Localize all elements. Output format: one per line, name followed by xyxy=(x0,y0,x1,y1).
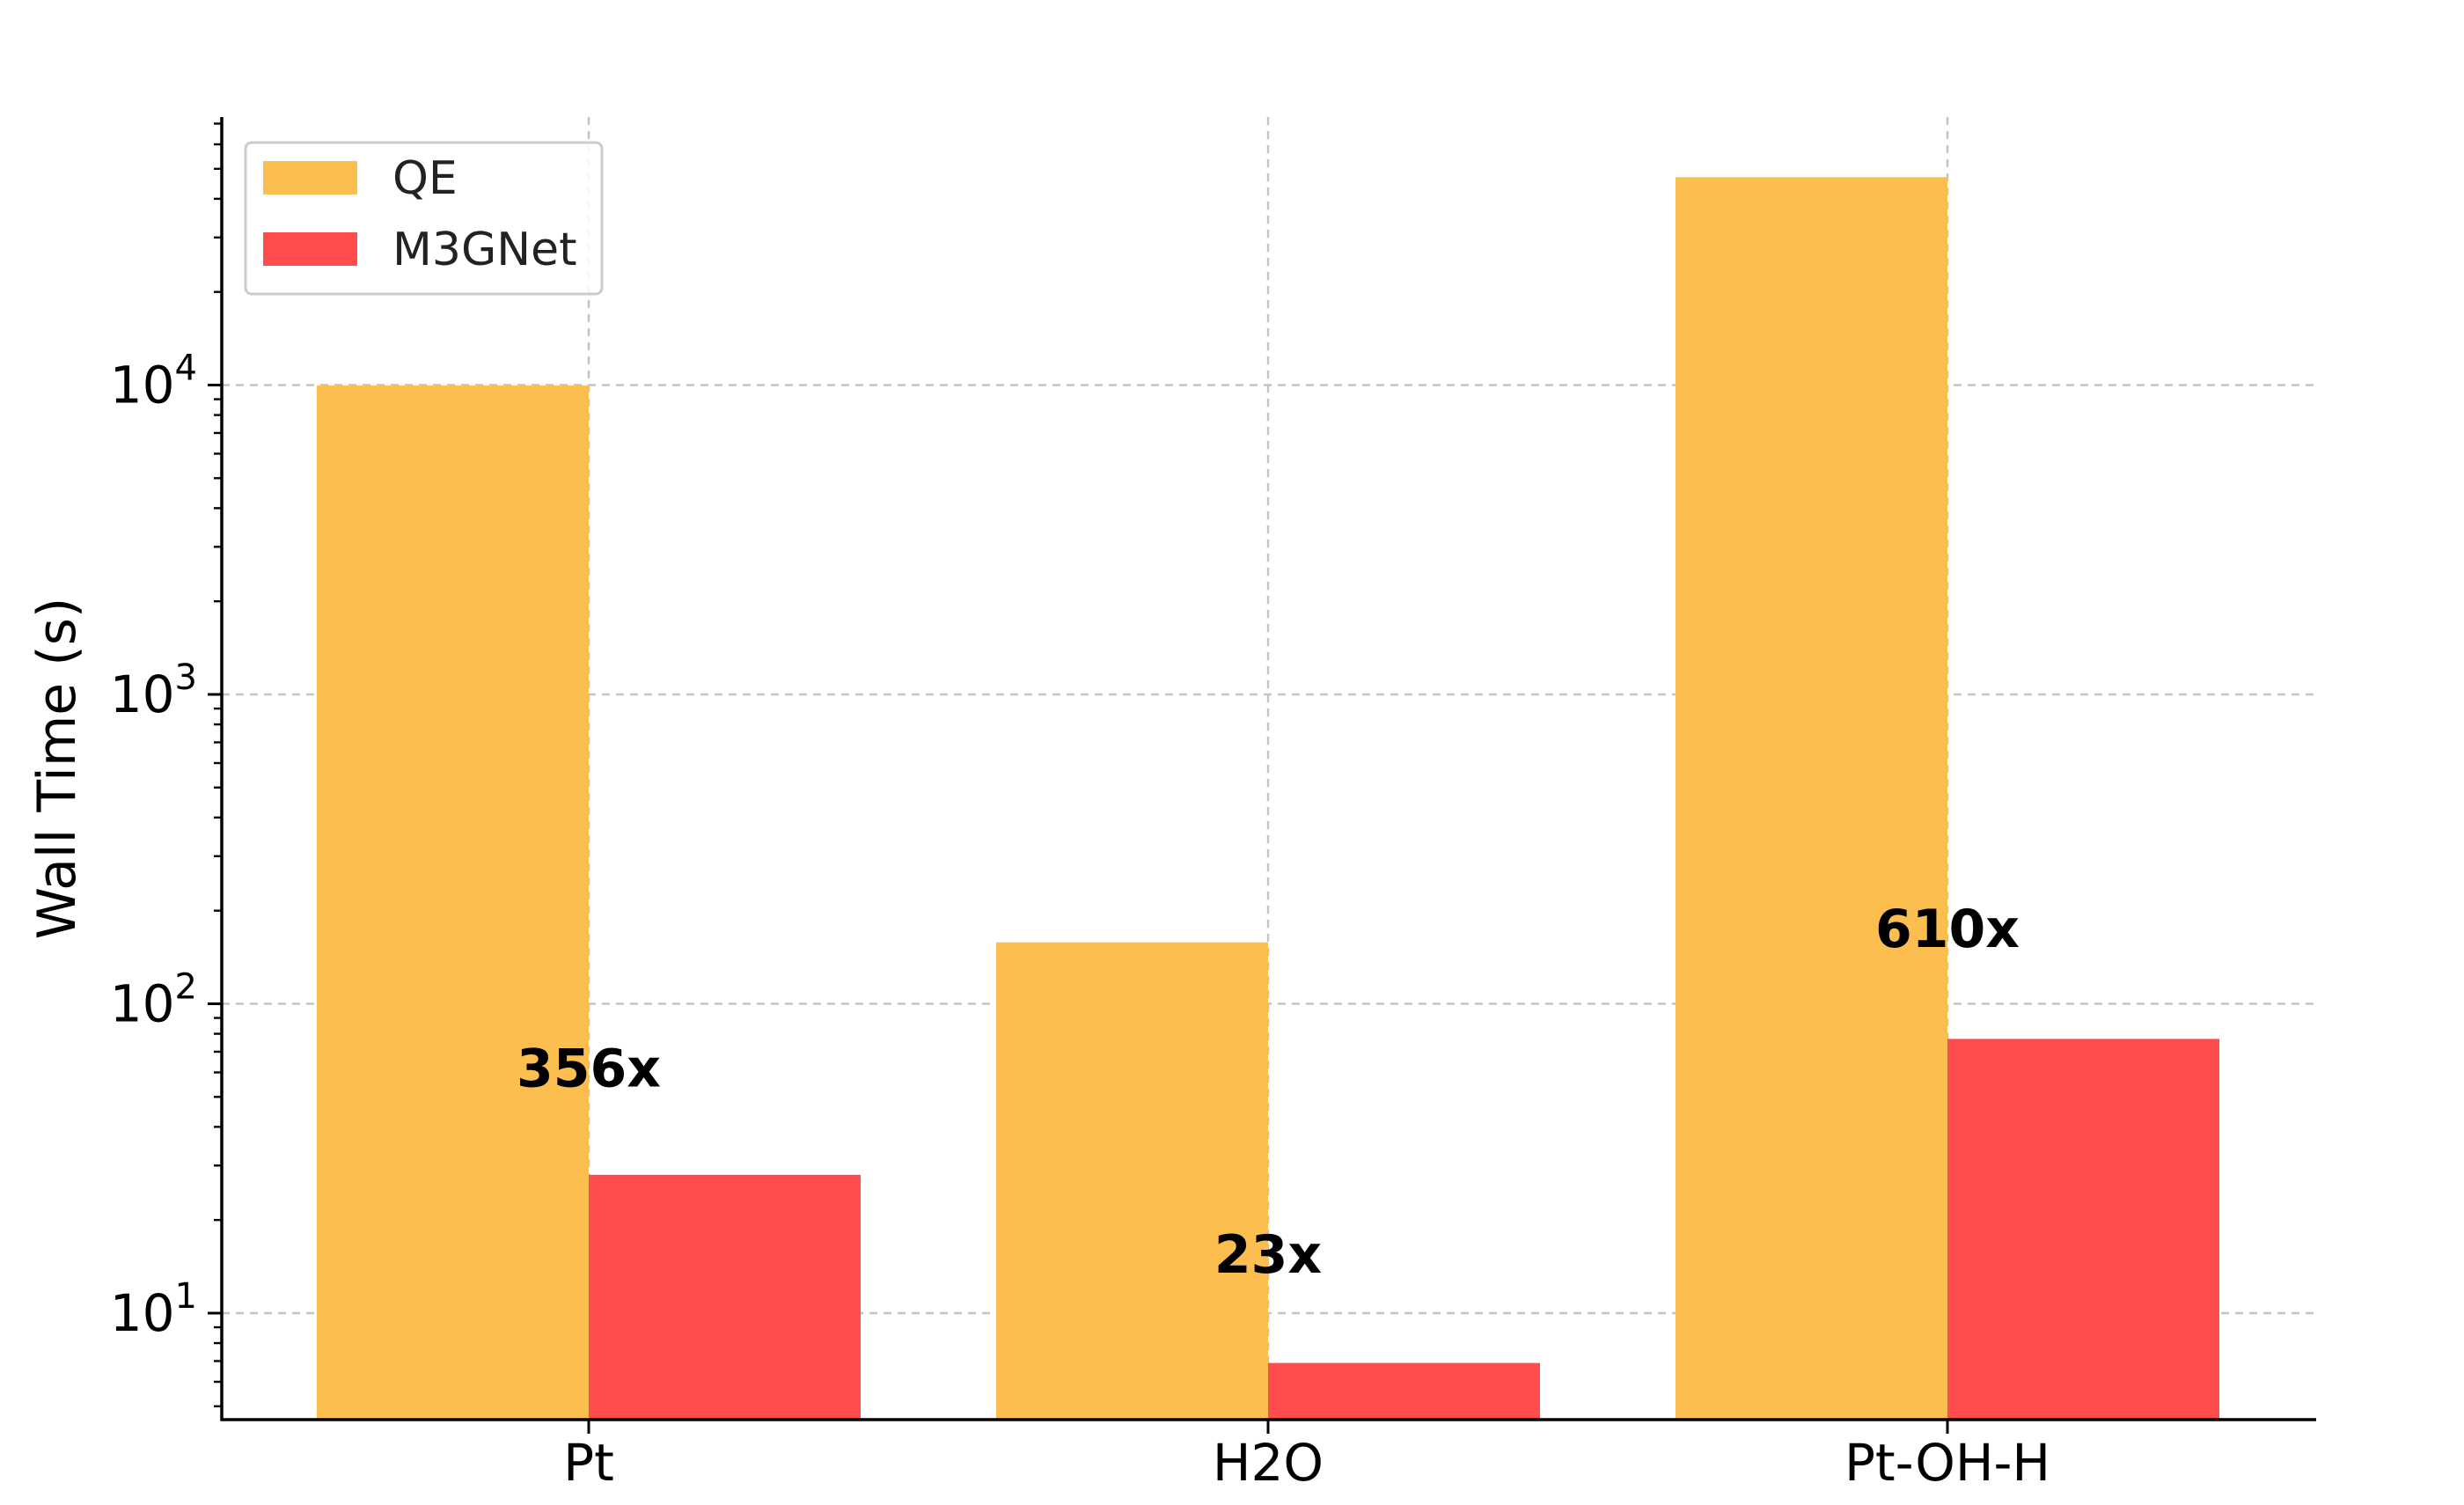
y-tick-label: 102 xyxy=(110,967,197,1034)
bar-m3gnet-pt xyxy=(589,1174,861,1420)
legend-label: M3GNet xyxy=(392,224,577,276)
legend: QE M3GNet xyxy=(244,141,604,296)
axes: 101 102 103 104 Pt H2O Pt-OH-H Wall Time (s) xyxy=(26,117,2316,1493)
speedup-label: 356x xyxy=(517,1038,661,1099)
x-tick-label: Pt xyxy=(563,1433,614,1493)
bar-m3gnet-h2o xyxy=(1268,1362,1540,1420)
x-tick-label: H2O xyxy=(1213,1433,1324,1493)
bar-qe-pt xyxy=(317,385,589,1421)
bar-qe-pt-oh-h xyxy=(1676,177,1947,1421)
legend-swatch xyxy=(263,232,357,266)
legend-label: QE xyxy=(392,152,458,205)
bar-m3gnet-pt-oh-h xyxy=(1947,1039,2219,1420)
speedup-label: 23x xyxy=(1214,1224,1322,1286)
y-tick-label: 104 xyxy=(110,349,197,415)
annotations: 356x 23x 610x xyxy=(517,899,2020,1286)
bar-qe-h2o xyxy=(996,942,1268,1420)
bars xyxy=(317,177,2219,1421)
legend-swatch xyxy=(263,161,357,195)
speedup-label: 610x xyxy=(1875,899,2020,960)
y-tick-label: 101 xyxy=(110,1276,197,1343)
y-axis-title: Wall Time (s) xyxy=(26,598,88,940)
y-tick-label: 103 xyxy=(110,657,197,724)
x-tick-label: Pt-OH-H xyxy=(1844,1433,2050,1493)
